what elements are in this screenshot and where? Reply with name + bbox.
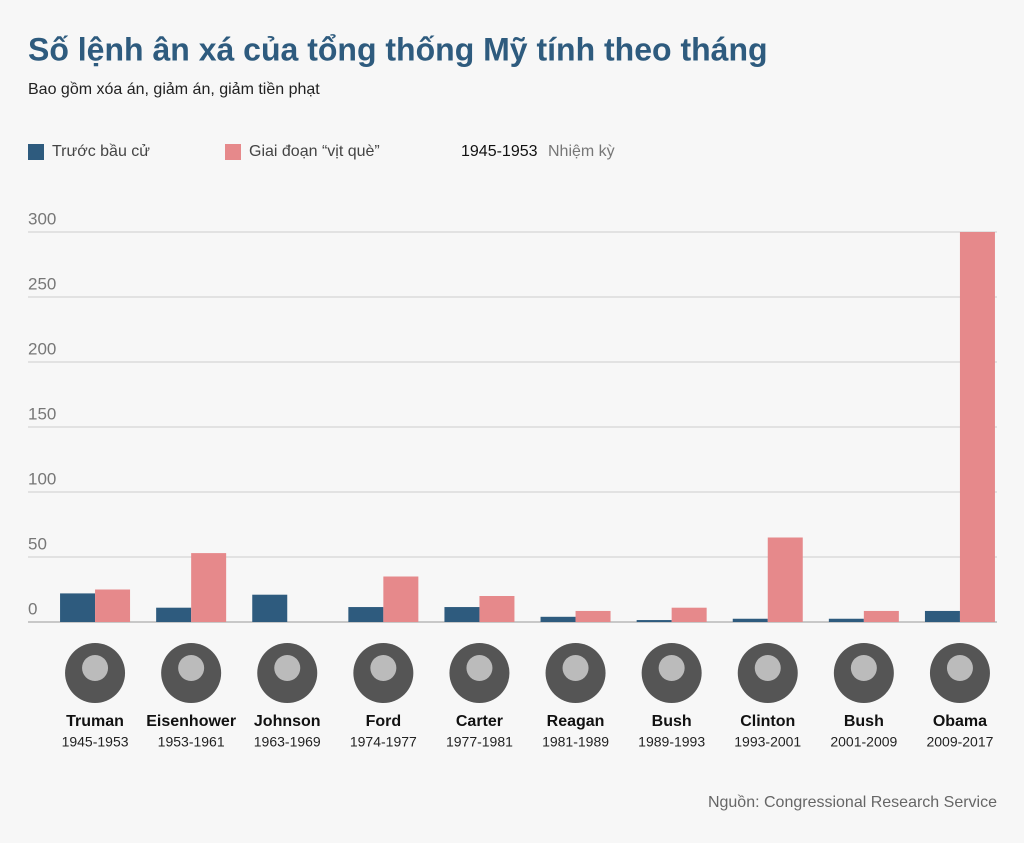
bar (636, 620, 672, 622)
term-label: 1953-1961 (158, 734, 225, 750)
portrait-face (562, 655, 589, 681)
y-tick-label: 0 (28, 599, 37, 618)
legend-swatch (225, 144, 241, 160)
bar (383, 576, 419, 622)
x-tick-label: Bush (652, 713, 692, 730)
portrait-face (370, 655, 397, 681)
x-tick-label: Clinton (740, 713, 795, 730)
x-tick-label: Bush (844, 713, 884, 730)
bar (540, 616, 576, 622)
bar (60, 593, 96, 622)
portrait-face (178, 655, 205, 681)
term-label: 1989-1993 (638, 734, 705, 750)
term-label: 1981-1989 (542, 734, 609, 750)
portrait-face (466, 655, 493, 681)
bar (479, 596, 515, 622)
legend-swatch (28, 144, 44, 160)
bar (348, 607, 384, 622)
y-tick-label: 200 (28, 339, 56, 358)
y-tick-label: 250 (28, 274, 56, 293)
bar (252, 594, 288, 622)
bar (863, 610, 899, 622)
bar (444, 607, 480, 622)
chart-title: Số lệnh ân xá của tổng thống Mỹ tính the… (28, 31, 768, 67)
term-label: 2001-2009 (830, 734, 897, 750)
portrait-face (658, 655, 685, 681)
bar (732, 618, 768, 622)
term-label: 1974-1977 (350, 734, 417, 750)
chart-subtitle: Bao gồm xóa án, giảm án, giảm tiền phạt (28, 81, 320, 98)
y-tick-label: 50 (28, 534, 47, 553)
bar (924, 610, 960, 622)
term-label: 1977-1981 (446, 734, 513, 750)
bar (671, 607, 707, 622)
x-tick-label: Eisenhower (146, 713, 236, 730)
bar (575, 610, 611, 622)
term-legend-label: Nhiệm kỳ (548, 143, 615, 160)
portrait-face (946, 655, 973, 681)
portrait-face (82, 655, 109, 681)
bar (95, 589, 131, 622)
x-tick-label: Ford (366, 713, 402, 730)
y-tick-label: 150 (28, 404, 56, 423)
term-label: 2009-2017 (926, 734, 993, 750)
legend-label: Giai đoạn “vịt què” (249, 143, 380, 160)
x-tick-label: Carter (456, 713, 503, 730)
bar (828, 618, 864, 622)
y-tick-label: 100 (28, 469, 56, 488)
bar (191, 553, 227, 622)
x-tick-label: Johnson (254, 713, 321, 730)
portrait-face (754, 655, 781, 681)
x-tick-label: Reagan (547, 713, 605, 730)
portrait-face (274, 655, 301, 681)
legend-label: Trước bầu cử (52, 143, 150, 160)
x-tick-label: Obama (933, 713, 987, 730)
source: Nguồn: Congressional Research Service (708, 794, 997, 811)
bar (959, 232, 995, 622)
term-label: 1945-1953 (62, 734, 129, 750)
bar (156, 607, 192, 622)
term-label: 1963-1969 (254, 734, 321, 750)
bar (767, 537, 803, 622)
term-label: 1993-2001 (734, 734, 801, 750)
x-tick-label: Truman (66, 713, 124, 730)
term-legend-example: 1945-1953 (461, 143, 538, 160)
portrait-face (850, 655, 877, 681)
y-tick-label: 300 (28, 209, 56, 228)
